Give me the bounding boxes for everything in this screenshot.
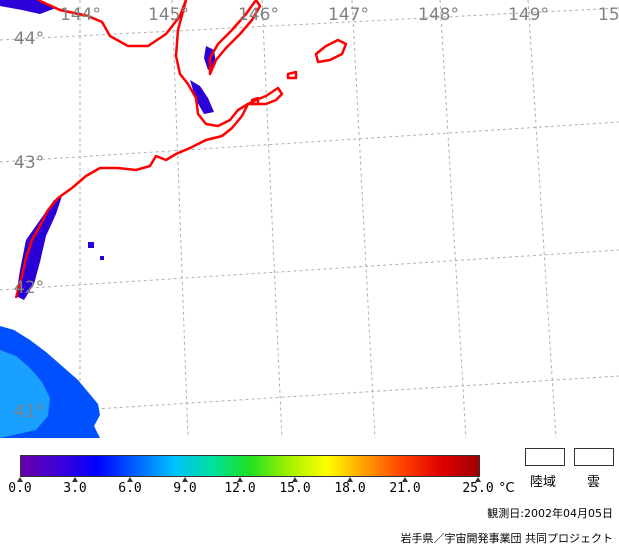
colorbar-tick	[347, 477, 353, 482]
latitude-label-43: 43°	[14, 153, 44, 173]
latitude-label-41: 41°	[14, 402, 44, 422]
coastline-shiretoko-peninsula	[208, 0, 262, 76]
sst-patch-coast-strip	[16, 196, 62, 300]
colorbar-tick	[127, 477, 133, 482]
coastline-kunashiri	[246, 86, 284, 106]
coastline	[14, 0, 348, 299]
temperature-colorbar	[17, 455, 481, 482]
colorbar-tick	[17, 477, 23, 482]
colorbar-gradient	[20, 455, 480, 477]
colorbar-label: 25.0	[462, 481, 494, 496]
longitude-label-148: 148°	[418, 5, 459, 25]
latitude-label-44: 44°	[14, 29, 44, 49]
colorbar-tick	[237, 477, 243, 482]
sst-patch-isolated-2	[100, 256, 104, 260]
longitude-label-146: 146°	[238, 5, 279, 25]
cloud-legend-swatch	[574, 448, 614, 466]
colorbar-tick	[475, 477, 481, 482]
land-legend-label: 陸域	[530, 475, 557, 490]
coastline-islet	[250, 96, 260, 106]
project-credit: 岩手県／宇宙開発事業団 共同プロジェクト	[400, 532, 614, 545]
land-legend-swatch	[525, 448, 565, 466]
coastline-hokkaido-north	[37, 0, 188, 48]
colorbar-label: 3.0	[63, 481, 87, 496]
colorbar-unit: °C	[499, 481, 515, 496]
parallel-41	[0, 375, 619, 416]
colorbar-label: 9.0	[173, 481, 197, 496]
sst-patch-nemuro-strait	[190, 80, 214, 114]
longitude-label-145: 145°	[148, 5, 189, 25]
colorbar-label: 18.0	[334, 481, 366, 496]
parallel-44	[0, 7, 619, 41]
cloud-legend-label: 雲	[587, 475, 601, 490]
longitude-label-149: 149°	[508, 5, 549, 25]
sst-patch-isolated	[88, 242, 94, 248]
coastline-island-small	[286, 70, 298, 80]
latitude-label-42: 42°	[14, 278, 44, 298]
sst-data-layer	[0, 0, 216, 438]
graticule	[0, 0, 619, 438]
coastline-iturup	[314, 38, 348, 64]
colorbar-label: 0.0	[8, 481, 32, 496]
longitude-label-144: 144°	[60, 5, 101, 25]
colorbar-label: 15.0	[279, 481, 311, 496]
meridian-149	[527, 0, 557, 438]
colorbar-tick	[72, 477, 78, 482]
colorbar-label: 21.0	[389, 481, 421, 496]
sea-surface-temperature-map: 144° 145° 146° 147° 148° 149° 15 44° 43°…	[0, 0, 619, 438]
meridian-147	[351, 0, 376, 438]
colorbar-label: 12.0	[224, 481, 256, 496]
meridian-146	[261, 0, 283, 438]
longitude-label-147: 147°	[328, 5, 369, 25]
parallel-42	[0, 249, 619, 291]
coastline-hokkaido-east	[14, 0, 250, 299]
colorbar-label: 6.0	[118, 481, 142, 496]
longitude-label-150: 15	[598, 5, 619, 25]
colorbar-tick	[292, 477, 298, 482]
observation-date: 観測日:2002年04月05日	[487, 507, 613, 520]
parallel-43	[0, 121, 619, 163]
colorbar-tick	[402, 477, 408, 482]
sst-patch-southwest-warm	[0, 350, 50, 438]
meridian-148	[439, 0, 467, 438]
colorbar-tick	[182, 477, 188, 482]
sst-patch-northwest	[0, 0, 56, 14]
graticule-labels: 144° 145° 146° 147° 148° 149° 15 44° 43°…	[14, 5, 619, 422]
meridian-145	[171, 0, 189, 438]
